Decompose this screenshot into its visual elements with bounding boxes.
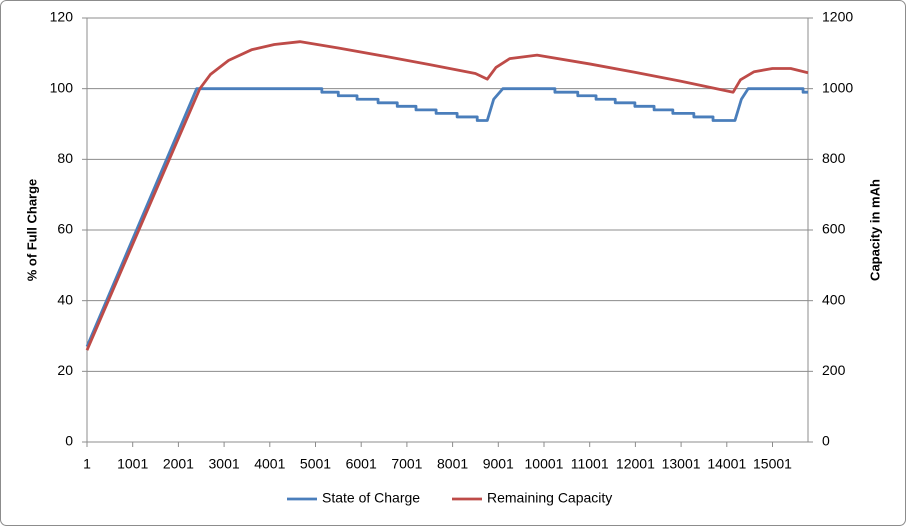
x-tick-label: 3001	[209, 456, 240, 472]
legend-label: State of Charge	[322, 490, 420, 506]
x-tick-label: 1001	[117, 456, 148, 472]
y2-tick-label: 200	[822, 362, 846, 378]
series-line	[85, 87, 808, 348]
x-tick-label: 9001	[483, 456, 514, 472]
y-tick-label: 20	[57, 362, 73, 378]
x-tick-label: 5001	[300, 456, 331, 472]
x-tick-label: 6001	[346, 456, 377, 472]
x-tick-label: 11001	[571, 456, 609, 472]
y-axis-title: % of Full Charge	[24, 179, 39, 282]
series-line	[85, 40, 809, 351]
x-tick-label: 4001	[254, 456, 285, 472]
x-tick-label: 13001	[662, 456, 701, 472]
y2-tick-label: 0	[822, 433, 830, 449]
x-tick-label: 2001	[163, 456, 194, 472]
x-tick-label: 8001	[437, 456, 468, 472]
y2-tick-label: 800	[822, 150, 846, 166]
y-tick-label: 0	[65, 433, 73, 449]
y-tick-label: 80	[57, 150, 73, 166]
y-tick-label: 60	[57, 221, 73, 237]
x-tick-label: 7001	[391, 456, 422, 472]
y-tick-label: 40	[57, 291, 73, 307]
x-tick-label: 1	[83, 456, 91, 472]
y2-axis-title: Capacity in mAh	[867, 179, 882, 281]
y2-tick-label: 1000	[822, 79, 853, 95]
x-tick-label: 14001	[707, 456, 746, 472]
x-tick-label: 15001	[753, 456, 792, 472]
y2-tick-label: 400	[822, 291, 846, 307]
y-tick-label: 100	[50, 79, 74, 95]
legend-label: Remaining Capacity	[487, 490, 612, 506]
x-tick-label: 10001	[525, 456, 564, 472]
y2-tick-label: 1200	[822, 9, 853, 25]
y-tick-label: 120	[50, 9, 74, 25]
x-tick-label: 12001	[616, 456, 655, 472]
y2-tick-label: 600	[822, 221, 846, 237]
